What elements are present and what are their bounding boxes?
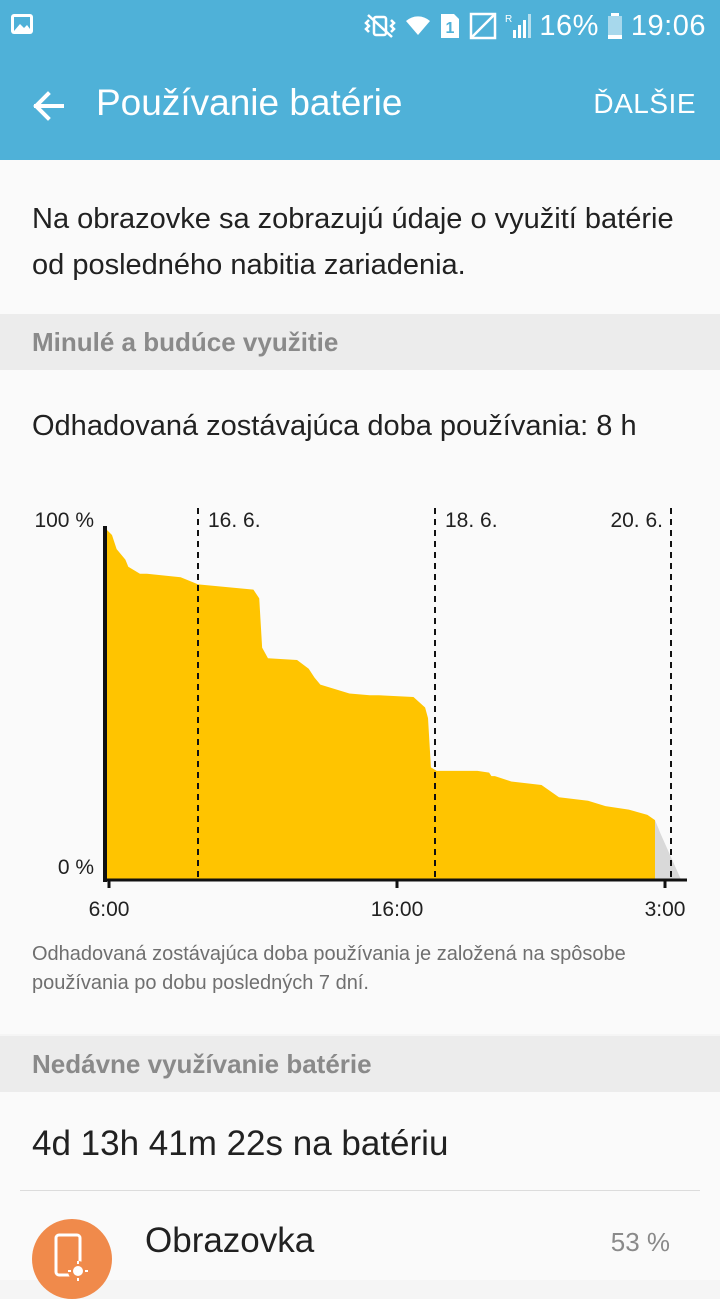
date-marker-label: 16. 6. — [208, 509, 261, 532]
estimate-footnote: Odhadovaná zostávajúca doba používania j… — [32, 943, 626, 994]
usage-item-percent: 53 % — [610, 1227, 670, 1257]
x-tick-label: 3:00 — [645, 898, 686, 920]
mute-vibrate-icon — [364, 14, 397, 38]
usage-section-header: Minulé a budúce využitie — [0, 314, 720, 370]
gallery-notification-icon — [11, 14, 33, 34]
svg-text:R: R — [505, 14, 512, 25]
x-tick-label: 6:00 — [89, 898, 130, 920]
app-bar: Používanie batérie ĎALŠIE — [0, 52, 720, 160]
date-marker-label: 18. 6. — [445, 509, 498, 532]
battery-icon — [607, 13, 622, 39]
battery-usage-chart: 16. 6. 18. 6. 20. 6. 100 % 0 % 6:00 16:00 3:00 — [34, 508, 687, 920]
page-title: Používanie batérie — [96, 82, 403, 123]
usage-item-screen[interactable]: Obrazovka 53 % — [0, 1191, 720, 1299]
clock: 19:06 — [630, 9, 706, 42]
wifi-icon — [406, 16, 431, 35]
battery-history-area — [105, 528, 655, 880]
no-signal-icon — [470, 12, 497, 40]
screen-brightness-icon — [32, 1219, 112, 1299]
usage-chart-panel: Odhadovaná zostávajúca doba používania: … — [0, 370, 720, 1034]
more-button[interactable]: ĎALŠIE — [593, 88, 696, 119]
recent-section-header: Nedávne využívanie batérie — [0, 1036, 720, 1092]
battery-percent: 16% — [539, 9, 599, 42]
intro-text: Na obrazovke sa zobrazujú údaje o využit… — [32, 203, 674, 281]
divider — [20, 1190, 700, 1191]
svg-text:1: 1 — [446, 20, 455, 37]
recent-usage-panel: 4d 13h 41m 22s na batériu Obrazovka 53 % — [0, 1092, 720, 1299]
date-marker-label: 20. 6. — [610, 509, 663, 532]
sim-icon: 1 — [441, 14, 460, 38]
intro-panel: Na obrazovke sa zobrazujú údaje o využit… — [0, 160, 720, 314]
status-bar: 1 R 16% 19:06 — [0, 0, 720, 52]
time-on-battery: 4d 13h 41m 22s na batériu — [32, 1124, 449, 1163]
remaining-time-estimate: Odhadovaná zostávajúca doba používania: … — [32, 410, 637, 442]
usage-section-title: Minulé a budúce využitie — [32, 327, 339, 357]
recent-section-title: Nedávne využívanie batérie — [32, 1049, 372, 1079]
x-tick-label: 16:00 — [371, 898, 424, 920]
battery-projection-area — [654, 820, 682, 880]
y-tick-label: 0 % — [58, 856, 94, 879]
back-arrow-icon[interactable] — [28, 86, 68, 126]
y-tick-label: 100 % — [34, 509, 94, 532]
signal-icon: R — [505, 14, 532, 38]
usage-item-label: Obrazovka — [145, 1221, 315, 1260]
